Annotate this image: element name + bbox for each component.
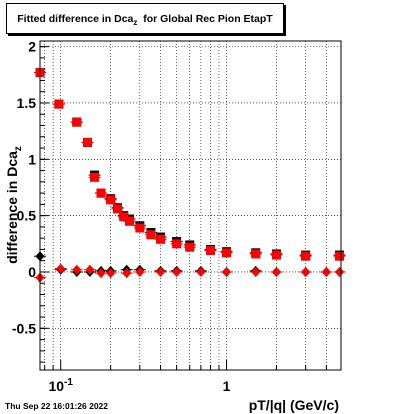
x-tick-label: 1 [223, 378, 231, 394]
chart-title-sub: z [133, 18, 138, 28]
data-points [34, 68, 346, 283]
data-point-square [156, 234, 166, 244]
y-axis-label: difference in Dcaz [4, 146, 24, 264]
y-tick-label: -0.5 [12, 320, 36, 336]
y-tick-label: 1.5 [17, 95, 37, 111]
y-axis-label-main: difference in Dca [4, 151, 20, 264]
data-point-square [185, 242, 195, 252]
data-point-square [222, 248, 232, 258]
axes: -0.5 0 0.5 1 1.5 2 10-1 1 [12, 39, 327, 394]
data-point-diamond [72, 264, 82, 275]
data-point-diamond [321, 266, 331, 277]
data-point-diamond [271, 266, 281, 277]
x-axis-label: pT/|q| (GeV/c) [249, 397, 339, 413]
grid-lines [40, 41, 341, 370]
data-point-square [54, 99, 64, 109]
data-point-square [119, 212, 129, 222]
data-point-diamond [172, 266, 182, 277]
data-point-square [271, 250, 281, 260]
y-tick-label: 0.5 [17, 208, 37, 224]
data-point-diamond [56, 263, 66, 274]
data-point-square [113, 204, 123, 214]
data-point-diamond [156, 266, 166, 277]
data-point-square [135, 223, 145, 233]
data-point-diamond [122, 268, 132, 279]
data-point-square [90, 172, 100, 182]
data-point-square [96, 188, 106, 198]
data-point-square [72, 117, 82, 127]
timestamp: Thu Sep 22 16:01:26 2022 [5, 401, 109, 411]
data-point-square [251, 249, 261, 259]
data-point-diamond [301, 266, 311, 277]
y-axis-label-sub: z [13, 146, 24, 151]
data-point-diamond [196, 266, 206, 277]
data-point-diamond [222, 266, 232, 277]
y-tick-label: 2 [28, 39, 36, 55]
data-point-square [205, 246, 215, 256]
data-point-diamond [135, 266, 145, 277]
data-point-square [82, 137, 92, 147]
data-point-square [106, 195, 116, 205]
data-point-diamond [335, 266, 345, 277]
data-point-diamond [85, 264, 95, 275]
data-point-square [146, 230, 156, 240]
data-point-square [335, 251, 345, 261]
data-point-diamond [96, 268, 106, 279]
data-point-diamond [106, 268, 116, 279]
chart-title-main: Fitted difference in Dca [17, 13, 134, 25]
data-point-diamond [251, 266, 261, 277]
y-tick-label: 1 [28, 151, 36, 167]
x-tick-label: 10-1 [48, 377, 73, 394]
y-tick-label: 0 [28, 264, 36, 280]
plot-frame-bg [40, 41, 341, 370]
plot-frame [39, 40, 342, 371]
data-point-square [172, 239, 182, 249]
data-point-square [125, 216, 135, 226]
axis-labels: difference in Dcaz pT/|q| (GeV/c) [4, 146, 339, 413]
data-point-square [301, 251, 311, 261]
chart-title-box: Fitted difference in Dcaz for Global Rec… [6, 3, 284, 34]
chart-title-rest: for Global Rec Pion EtapT [137, 13, 273, 25]
chart-title: Fitted difference in Dcaz for Global Rec… [7, 13, 283, 27]
